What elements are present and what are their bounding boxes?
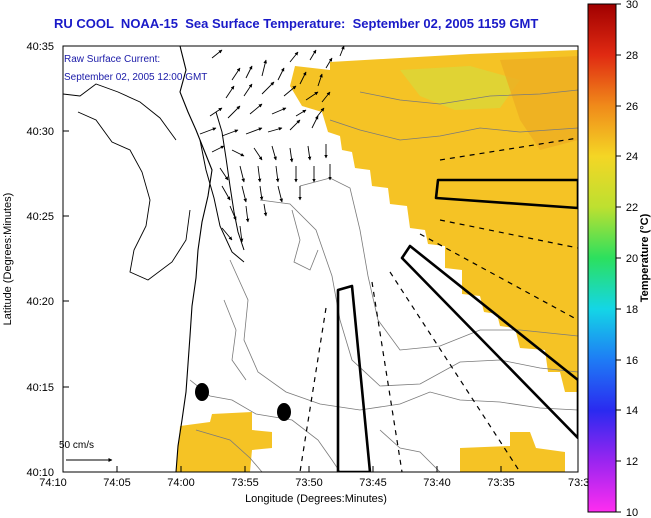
sampling-box-south <box>336 284 372 472</box>
y-tick-label: 40:30 <box>26 126 54 138</box>
chart-title: RU COOL NOAA-15 Sea Surface Temperature:… <box>54 16 538 31</box>
colorbar-tick-label: 20 <box>626 253 638 265</box>
bay-shoreline <box>77 111 191 281</box>
y-tick-label: 40:35 <box>26 41 54 53</box>
colorbar-tick-label: 24 <box>626 151 638 163</box>
colorbar-tick-label: 22 <box>626 202 638 214</box>
sst-region-south-east <box>460 432 565 472</box>
colorbar-ticks <box>616 3 621 513</box>
x-axis-label: Longitude (Degrees:Minutes) <box>245 493 387 505</box>
current-vectors <box>199 46 345 243</box>
annotation-line-1: Raw Surface Current: <box>64 54 160 65</box>
buoy-marker <box>277 403 291 421</box>
sst-region-cool-patch <box>400 66 520 110</box>
colorbar-tick-label: 14 <box>626 405 638 417</box>
sampling-box-east <box>400 244 578 440</box>
x-tick-label: 74:00 <box>167 477 195 489</box>
y-axis-label: Latitude (Degrees:Minutes) <box>2 193 14 326</box>
sst-region-south-coast <box>176 412 272 472</box>
colorbar-tick-label: 18 <box>626 304 638 316</box>
sandy-hook <box>215 111 245 251</box>
buoy-marker <box>195 383 209 401</box>
x-tick-label: 74:05 <box>103 477 131 489</box>
y-tick-label: 40:20 <box>26 296 54 308</box>
sampling-box-north <box>434 178 578 210</box>
annotation-line-2: September 02, 2005 12:00 GMT <box>64 72 207 83</box>
sampling-boxes <box>336 178 578 472</box>
bathymetry-contours <box>189 89 578 472</box>
bay-shoreline-2 <box>63 83 177 141</box>
colorbar-tick-label: 30 <box>626 0 638 11</box>
sst-region-warm-patch <box>500 56 578 150</box>
colorbar-tick-label: 28 <box>626 50 638 62</box>
x-tick-label: 73:45 <box>359 477 387 489</box>
colorbar-label: Temperature (°C) <box>639 213 651 302</box>
coastline-inner <box>199 139 245 263</box>
y-tick-label: 40:10 <box>26 467 54 479</box>
dashed-guide-lines <box>299 137 578 472</box>
colorbar <box>587 3 617 513</box>
y-tick-label: 40:25 <box>26 211 54 223</box>
colorbar-tick-label: 10 <box>626 507 638 518</box>
y-axis <box>63 45 69 473</box>
x-tick-label: 74:10 <box>39 477 67 489</box>
x-tick-label: 73:55 <box>231 477 259 489</box>
scale-label: 50 cm/s <box>59 440 94 451</box>
x-tick-label: 73:50 <box>295 477 323 489</box>
sst-region-offshore <box>290 50 578 392</box>
y-tick-label: 40:15 <box>26 382 54 394</box>
x-tick-label: 73:3 <box>568 477 589 489</box>
x-axis <box>62 466 502 472</box>
colorbar-tick-label: 16 <box>626 355 638 367</box>
plot-area <box>63 46 578 472</box>
colorbar-tick-label: 12 <box>626 456 638 468</box>
colorbar-tick-label: 26 <box>626 101 638 113</box>
x-tick-label: 73:40 <box>423 477 451 489</box>
plot-frame <box>62 45 579 473</box>
x-tick-label: 73:35 <box>487 477 515 489</box>
coastline <box>175 46 213 472</box>
